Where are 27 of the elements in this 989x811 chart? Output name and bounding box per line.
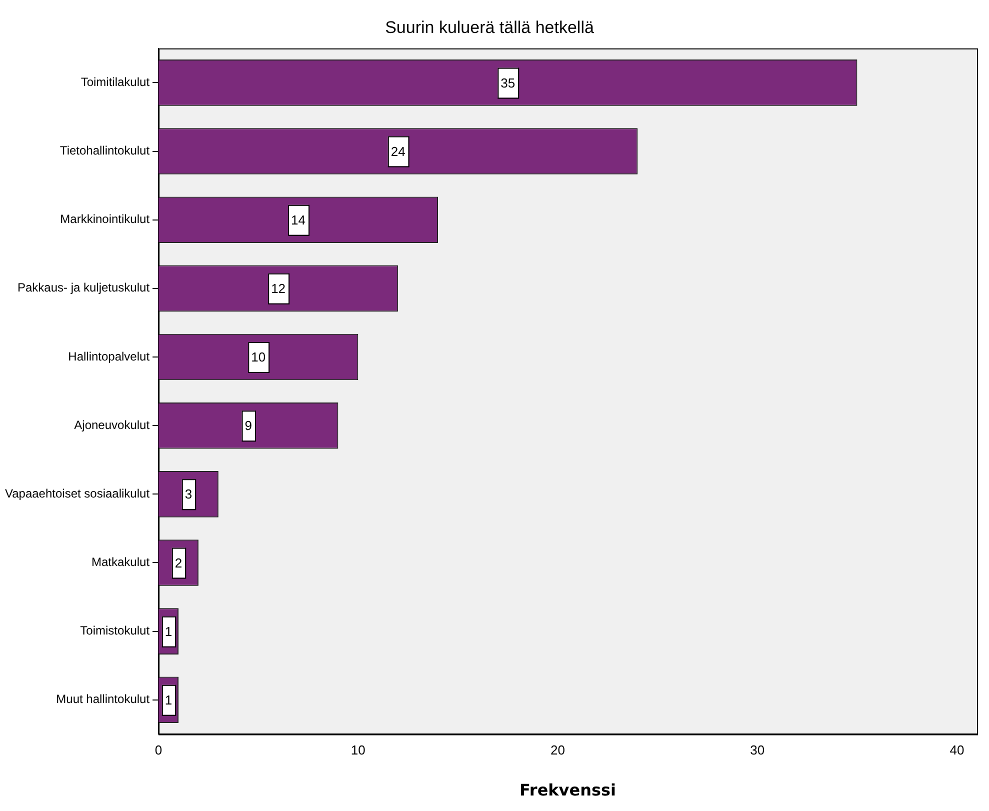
y-tick-label: Matkakulut <box>92 555 150 570</box>
data-label: 35 <box>500 75 516 90</box>
y-tick-label: Toimitilakulut <box>80 75 150 90</box>
data-label: 24 <box>390 144 406 159</box>
y-tick-label: Vapaaehtoiset sosiaalikulut <box>4 486 150 500</box>
data-label: 9 <box>244 418 252 434</box>
data-label: 1 <box>164 692 172 708</box>
y-tick-label: Muut hallintokulut <box>56 692 150 706</box>
y-tick-label: Hallintopalvelut <box>68 349 150 364</box>
y-tick-label: Markkinointikulut <box>60 212 150 226</box>
y-tick-label: Pakkaus- ja kuljetuskulut <box>17 280 150 295</box>
data-label: 10 <box>251 350 266 365</box>
x-tick-label: 20 <box>550 742 566 758</box>
data-label: 3 <box>184 486 192 502</box>
x-axis-title: Frekvenssi <box>520 780 616 800</box>
y-tick-label: Tietohallintokulut <box>60 144 150 158</box>
chart-title: Suurin kuluerä tällä hetkellä <box>385 18 594 37</box>
data-label: 1 <box>164 624 172 639</box>
data-label: 2 <box>174 555 182 570</box>
data-label: 12 <box>271 281 286 296</box>
y-tick-label: Ajoneuvokulut <box>74 418 150 432</box>
data-label: 14 <box>291 212 306 228</box>
x-tick-label: 0 <box>154 742 162 758</box>
y-tick-label: Toimistokulut <box>80 624 150 638</box>
x-tick-label: 30 <box>750 742 765 758</box>
x-tick-label: 10 <box>350 742 366 758</box>
x-tick-label: 40 <box>950 742 964 758</box>
